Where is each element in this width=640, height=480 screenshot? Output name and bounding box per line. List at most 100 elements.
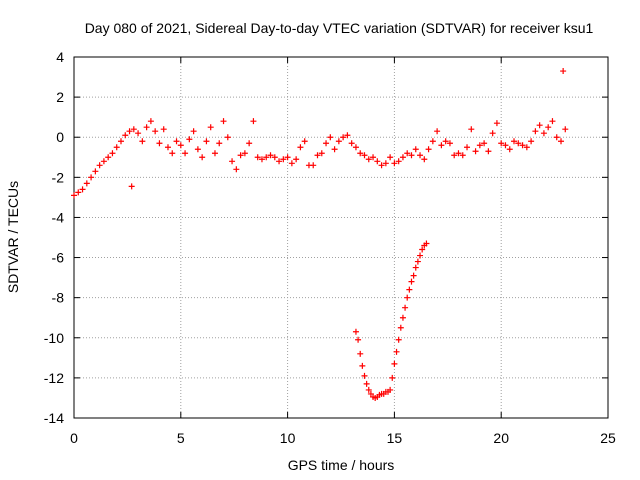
data-point-main-band [96,162,103,169]
data-point-main-band [224,134,231,141]
y-tick-label: -10 [44,330,64,346]
data-point-main-band [374,158,381,165]
data-point-main-band [83,180,90,187]
y-tick-label: -6 [52,250,65,266]
data-point-main-band [352,144,359,151]
data-point-main-band [378,162,385,169]
data-point-main-band [391,160,398,167]
data-point-excursion [365,386,372,393]
x-tick-label: 15 [387,430,403,446]
data-point-excursion [408,278,415,285]
data-point-main-band [117,138,124,145]
data-points [71,68,569,401]
data-point-main-band [169,150,176,157]
data-point-main-band [395,158,402,165]
data-point-main-band [122,132,129,139]
data-point-excursion [399,314,406,321]
data-point-main-band [532,128,539,135]
data-point-main-band [109,150,116,157]
data-point-main-band [528,138,535,145]
data-point-main-band [425,146,432,153]
data-point-main-band [417,152,424,159]
data-point-main-band [340,134,347,141]
data-point-main-band [100,158,107,165]
data-point-excursion [406,286,413,293]
data-point-main-band [288,160,295,167]
data-point-main-band [237,152,244,159]
data-point-main-band [545,124,552,131]
data-point-excursion [357,350,364,357]
data-point-main-band [408,152,415,159]
data-point-excursion [397,324,404,331]
ticks: 0 5 10 15 20 25 -14 -12 -10 -8 -6 -4 -2 0 2 4 [44,49,616,446]
data-point-main-band [241,150,248,157]
data-point-main-band [190,128,197,135]
data-point-excursion [389,374,396,381]
data-point-main-band [318,150,325,157]
data-point-excursion [414,258,421,265]
data-point-main-band [344,132,351,139]
data-point-main-band [152,128,159,135]
data-point-main-band [451,152,458,159]
data-point-main-band [126,128,133,135]
data-point-main-band [446,140,453,147]
data-point-main-band [254,154,261,161]
data-point-main-band [79,186,86,193]
data-point-excursion [423,240,430,247]
grid [74,57,608,418]
data-point-main-band [199,154,206,161]
data-point-main-band [173,138,180,145]
data-point-main-band [485,148,492,155]
data-point-excursion [404,294,411,301]
data-point-main-band [481,140,488,147]
data-point-main-band [335,138,342,145]
data-point-main-band [562,126,569,133]
data-point-main-band [327,134,334,141]
data-point-excursion [419,246,426,253]
data-point-main-band [113,144,120,151]
data-point-main-band [92,168,99,175]
data-point-main-band [258,156,265,163]
data-point-main-band [455,150,462,157]
data-point-main-band [130,126,137,133]
chart-title: Day 080 of 2021, Sidereal Day-to-day VTE… [85,20,594,36]
data-point-main-band [216,140,223,147]
data-point-main-band [250,118,257,125]
data-point-main-band [476,142,483,149]
data-point-main-band [489,130,496,137]
x-tick-label: 10 [280,430,296,446]
data-point-main-band [549,118,556,125]
x-tick-label: 25 [600,430,616,446]
data-point-main-band [493,120,500,127]
data-point-main-band [506,146,513,153]
data-point-main-band [412,146,419,153]
data-point-main-band [233,166,240,173]
y-tick-label: 0 [56,129,64,145]
data-point-main-band [186,136,193,143]
data-point-excursion [359,362,366,369]
data-point-excursion [361,372,368,379]
data-point-main-band [203,138,210,145]
data-point-main-band [515,140,522,147]
data-point-main-band [464,144,471,151]
data-point-main-band [177,142,184,149]
data-point-main-band [429,138,436,145]
data-point-main-band [75,189,82,196]
data-point-main-band [472,148,479,155]
data-point-main-band [229,158,236,165]
data-point-main-band [160,126,167,133]
data-point-main-band [421,156,428,163]
data-point-main-band [88,174,95,181]
data-point-main-band [156,140,163,147]
x-tick-label: 0 [70,430,78,446]
x-tick-label: 20 [493,430,509,446]
y-tick-label: -2 [52,169,65,185]
data-point-main-band [263,154,270,161]
y-tick-label: 2 [56,89,64,105]
data-point-main-band [293,156,300,163]
data-point-main-band [442,138,449,145]
data-point-outliers [560,68,567,75]
y-tick-label: 4 [56,49,64,65]
